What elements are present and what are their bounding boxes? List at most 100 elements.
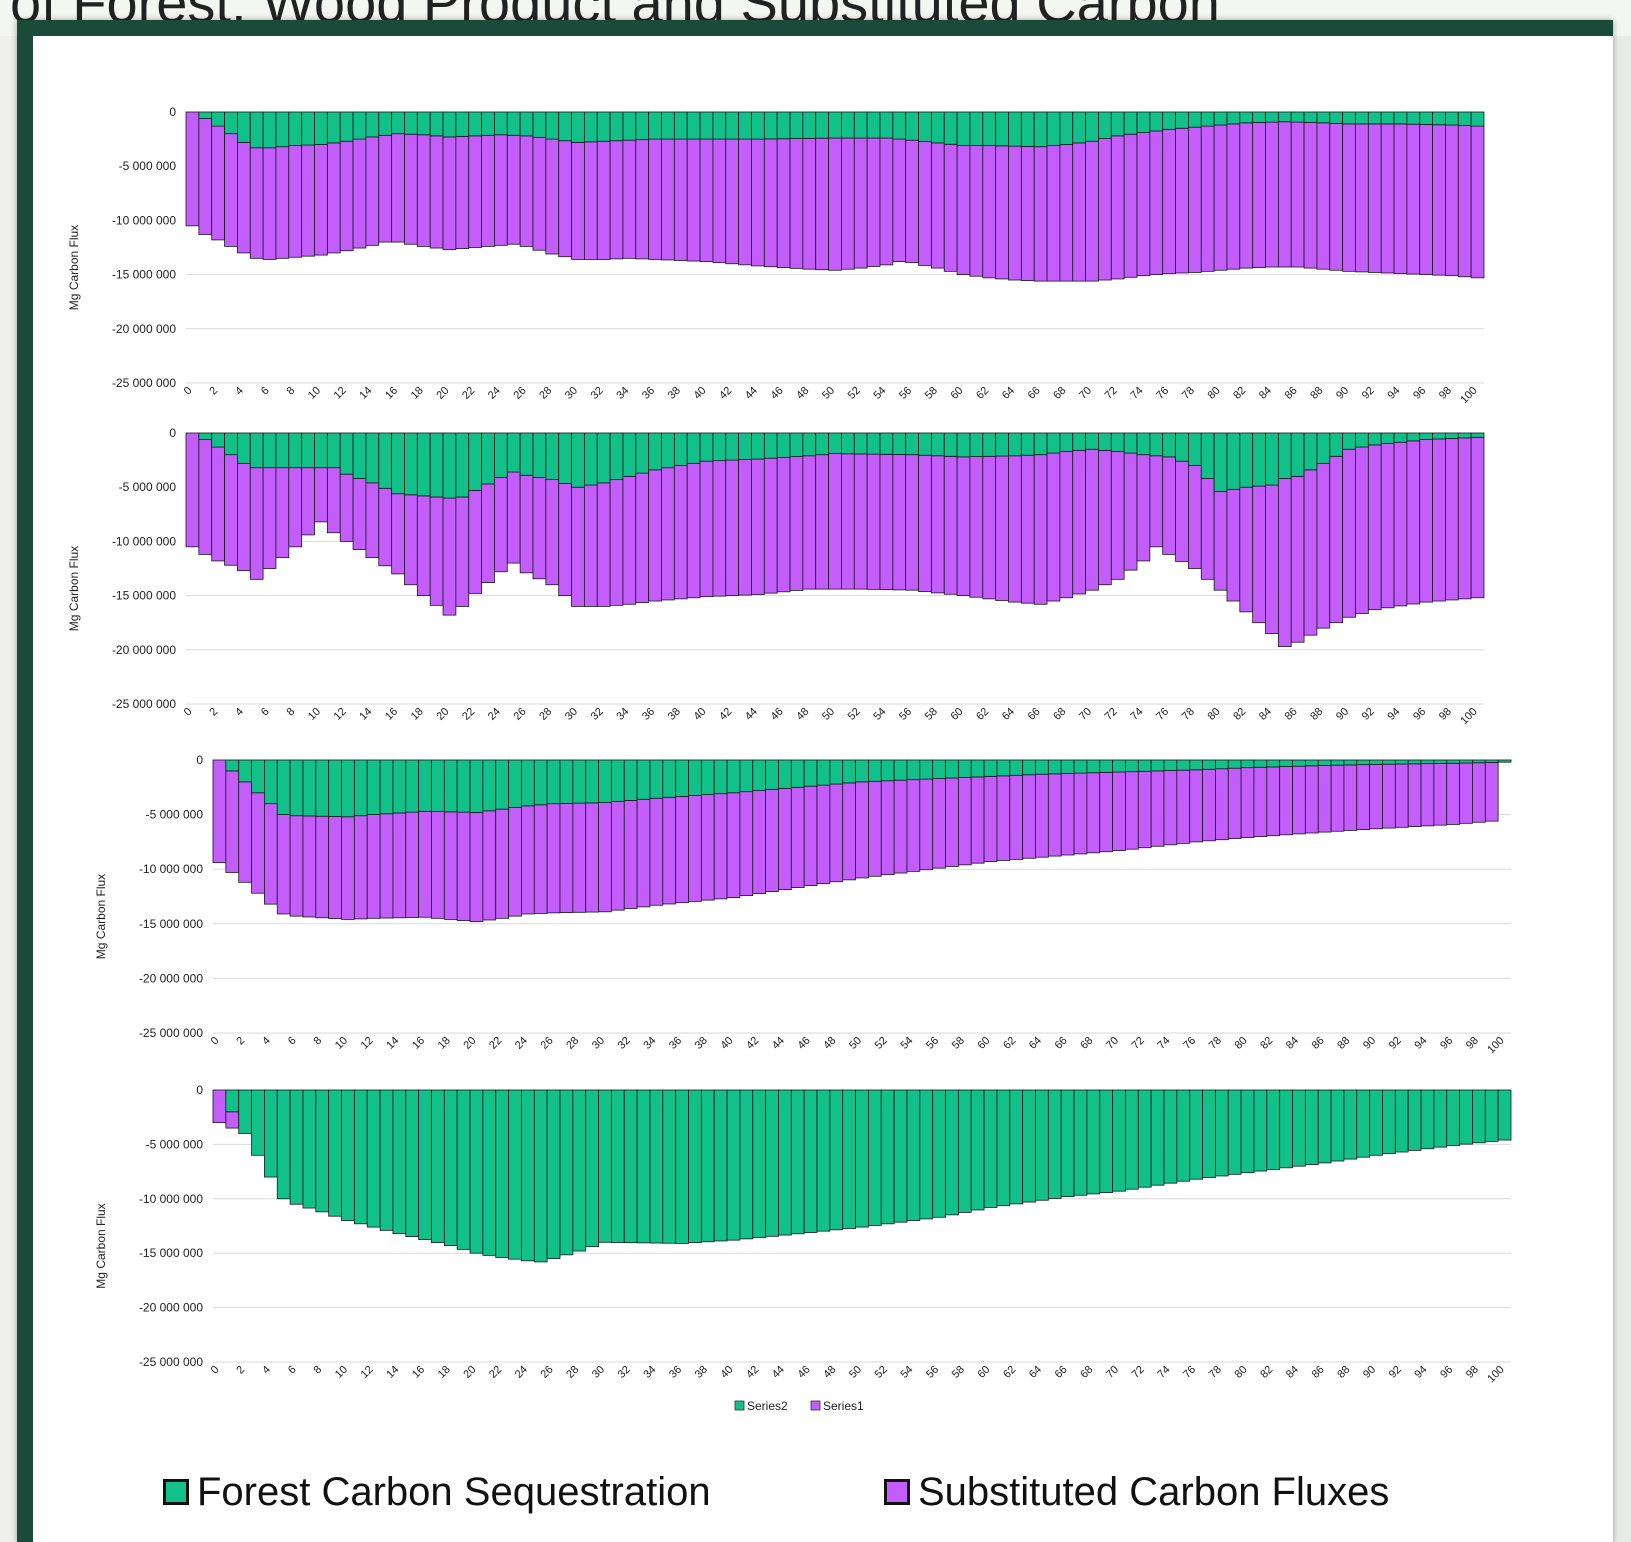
bar-forest bbox=[1188, 432, 1202, 466]
bar-substituted bbox=[1356, 764, 1371, 831]
bar-forest bbox=[815, 111, 829, 139]
x-tick-label: 42 bbox=[717, 385, 734, 402]
bar-substituted bbox=[816, 784, 831, 885]
bar-forest bbox=[455, 111, 470, 137]
bar-substituted bbox=[365, 136, 380, 246]
y-tick-label: -10 000 000 bbox=[139, 1192, 203, 1206]
bar-substituted bbox=[1394, 763, 1409, 828]
bar-substituted bbox=[1470, 436, 1485, 599]
bar-forest bbox=[585, 1089, 599, 1248]
x-tick-label: 46 bbox=[769, 706, 786, 723]
bar-forest bbox=[853, 432, 868, 455]
bar-substituted bbox=[957, 777, 972, 866]
bar-substituted bbox=[1367, 123, 1382, 273]
bar-forest bbox=[391, 111, 405, 135]
bar-substituted bbox=[1420, 763, 1435, 827]
x-tick-label: 40 bbox=[718, 1364, 735, 1381]
bar-substituted bbox=[790, 786, 805, 888]
bar-substituted bbox=[264, 803, 278, 905]
y-tick-label: -5 000 000 bbox=[146, 808, 204, 822]
bar-substituted bbox=[815, 454, 829, 590]
bar-substituted bbox=[519, 135, 534, 247]
y-tick-label: -15 000 000 bbox=[112, 589, 176, 603]
bar-forest bbox=[1227, 1089, 1242, 1175]
y-tick-label: -20 000 000 bbox=[112, 643, 176, 657]
bar-substituted bbox=[558, 140, 572, 258]
bar-forest bbox=[482, 1089, 497, 1256]
bar-forest bbox=[880, 759, 895, 782]
bar-forest bbox=[816, 759, 831, 786]
bar-substituted bbox=[455, 496, 470, 607]
bar-forest bbox=[572, 759, 587, 804]
bar-forest bbox=[661, 111, 675, 140]
x-tick-label: 50 bbox=[820, 385, 837, 402]
bar-substituted bbox=[185, 111, 200, 227]
x-tick-label: 40 bbox=[691, 385, 708, 402]
bar-forest bbox=[341, 1089, 355, 1221]
x-tick-label: 18 bbox=[409, 706, 426, 723]
bar-forest bbox=[1020, 432, 1035, 456]
bar-substituted bbox=[609, 140, 624, 260]
bar-forest bbox=[636, 759, 651, 800]
bar-forest bbox=[1215, 1089, 1229, 1177]
x-tick-label: 48 bbox=[794, 385, 811, 402]
bar-substituted bbox=[494, 134, 508, 246]
bar-forest bbox=[1393, 432, 1408, 443]
bar-substituted bbox=[802, 455, 817, 590]
bar-forest bbox=[275, 111, 290, 148]
bar-forest bbox=[418, 759, 432, 812]
bar-substituted bbox=[1316, 462, 1331, 629]
bar-forest bbox=[1459, 1089, 1473, 1145]
bar-substituted bbox=[905, 139, 919, 264]
x-tick-label: 40 bbox=[691, 706, 708, 723]
x-tick-label: 76 bbox=[1154, 385, 1171, 402]
bar-forest bbox=[662, 759, 677, 798]
bar-forest bbox=[378, 111, 393, 136]
bar-forest bbox=[353, 1089, 368, 1225]
bar-forest bbox=[623, 759, 638, 801]
bar-forest bbox=[224, 111, 238, 135]
bar-forest bbox=[751, 432, 765, 460]
bar-substituted bbox=[301, 144, 315, 257]
bar-substituted bbox=[1393, 441, 1408, 607]
bar-substituted bbox=[1433, 763, 1448, 826]
x-tick-label: 10 bbox=[333, 1364, 350, 1381]
x-tick-label: 26 bbox=[539, 1364, 556, 1381]
bar-forest bbox=[1110, 111, 1125, 137]
bar-forest bbox=[1073, 1089, 1088, 1196]
x-tick-label: 92 bbox=[1360, 706, 1377, 723]
bar-substituted bbox=[495, 808, 509, 919]
bar-substituted bbox=[1123, 452, 1138, 571]
bar-substituted bbox=[1265, 121, 1279, 268]
bar-substituted bbox=[712, 460, 727, 597]
bar-substituted bbox=[1073, 772, 1088, 855]
bar-substituted bbox=[1189, 769, 1203, 843]
bar-forest bbox=[1265, 111, 1279, 123]
bar-forest bbox=[1149, 432, 1164, 457]
bar-substituted bbox=[853, 453, 868, 590]
bar-forest bbox=[251, 1089, 265, 1156]
x-tick-label: 6 bbox=[259, 385, 272, 398]
bar-forest bbox=[1380, 432, 1395, 444]
legend-substituted: Substituted Carbon Fluxes bbox=[884, 1462, 1389, 1522]
bar-forest bbox=[598, 759, 612, 803]
bar-forest bbox=[519, 111, 534, 137]
bar-substituted bbox=[469, 812, 484, 923]
bar-substituted bbox=[596, 140, 611, 260]
bar-forest bbox=[429, 432, 444, 498]
x-tick-label: 88 bbox=[1308, 706, 1325, 723]
x-tick-label: 90 bbox=[1361, 1364, 1378, 1381]
bar-forest bbox=[880, 1089, 895, 1225]
bar-forest bbox=[482, 759, 497, 812]
bar-forest bbox=[982, 432, 997, 457]
bar-forest bbox=[1369, 1089, 1383, 1156]
bar-substituted bbox=[288, 467, 303, 548]
bar-substituted bbox=[803, 785, 818, 886]
bar-forest bbox=[404, 111, 418, 135]
x-tick-label: 6 bbox=[286, 1364, 299, 1377]
bar-substituted bbox=[970, 776, 985, 864]
bar-forest bbox=[1484, 1089, 1499, 1142]
bar-substituted bbox=[1163, 770, 1178, 846]
bar-forest bbox=[1176, 759, 1191, 771]
bar-forest bbox=[648, 432, 662, 471]
